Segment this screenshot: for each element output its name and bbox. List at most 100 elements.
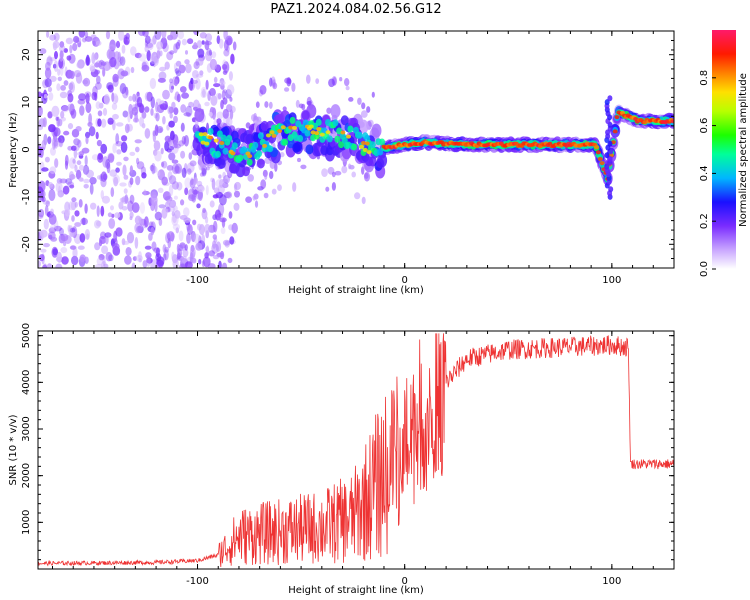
heatmap-noise-blob [75, 169, 82, 180]
heatmap-noise-blob [234, 190, 240, 198]
heatmap-noise-blob [59, 178, 68, 184]
heatmap-noise-blob [75, 72, 83, 84]
heatmap-noise-blob [106, 49, 113, 60]
heatmap-noise-blob [161, 161, 165, 168]
heatmap-noise-blob [339, 77, 343, 82]
heatmap-noise-blob [166, 231, 175, 242]
heatmap-noise-blob [221, 89, 226, 100]
heatmap-noise-blob [44, 78, 52, 88]
heatmap-noise-blob [84, 155, 88, 167]
heatmap-noise-blob [53, 225, 62, 232]
heatmap-noise-blob [205, 79, 209, 90]
heatmap-noise-blob [263, 192, 269, 199]
heatmap-noise-blob [108, 44, 116, 51]
heatmap-streak-blob [604, 163, 610, 170]
heatmap-noise-blob [40, 248, 47, 253]
heatmap-noise-blob [50, 208, 54, 215]
heatmap-noise-blob [53, 60, 59, 72]
heatmap-noise-blob [80, 217, 88, 225]
heatmap-noise-blob [84, 31, 89, 38]
heatmap-noise-blob [125, 247, 132, 256]
heatmap-noise-blob [79, 164, 84, 171]
heatmap-noise-blob [158, 204, 166, 209]
heatmap-noise-blob [109, 39, 116, 52]
heatmap-noise-blob [221, 262, 228, 268]
heatmap-noise-blob [217, 93, 222, 100]
y-tick-label: 4000 [21, 370, 32, 395]
heatmap-noise-blob [107, 212, 113, 218]
heatmap-noise-blob [144, 106, 150, 113]
heatmap-noise-blob [91, 91, 97, 101]
spectrogram-xlabel: Height of straight line (km) [288, 285, 424, 296]
heatmap-noise-blob [95, 263, 103, 268]
heatmap-noise-blob [181, 135, 187, 145]
heatmap-noise-blob [222, 239, 231, 246]
heatmap-noise-blob [56, 83, 61, 91]
heatmap-noise-blob [159, 127, 163, 133]
heatmap-noise-blob [99, 239, 103, 247]
heatmap-noise-blob [331, 171, 336, 178]
heatmap-ridge-blob [208, 135, 214, 140]
heatmap-noise-blob [90, 34, 97, 40]
heatmap-noise-blob [119, 182, 127, 187]
heatmap-noise-blob [213, 83, 221, 88]
heatmap-noise-blob [245, 196, 253, 203]
heatmap-noise-blob [150, 194, 158, 207]
heatmap-noise-blob [120, 70, 129, 77]
heatmap-ridge-blob [277, 129, 283, 133]
heatmap-noise-blob [186, 162, 195, 173]
heatmap-noise-blob [123, 188, 128, 194]
heatmap-noise-blob [41, 139, 47, 150]
heatmap-noise-blob [175, 60, 182, 67]
heatmap-noise-blob [295, 99, 300, 108]
heatmap-noise-blob [178, 230, 184, 242]
heatmap-ridge-blob [332, 119, 339, 127]
heatmap-noise-blob [162, 115, 166, 125]
heatmap-noise-blob [226, 37, 232, 46]
heatmap-noise-blob [93, 53, 98, 61]
heatmap-ridge-blob [269, 130, 275, 135]
heatmap-noise-blob [63, 48, 68, 53]
heatmap-noise-blob [74, 143, 80, 152]
heatmap-ridge-blob [330, 104, 341, 119]
heatmap-noise-blob [142, 260, 148, 268]
heatmap-noise-blob [119, 197, 127, 203]
heatmap-noise-blob [67, 93, 74, 103]
heatmap-noise-blob [204, 223, 211, 234]
heatmap-noise-blob [90, 202, 97, 210]
heatmap-noise-blob [223, 31, 228, 41]
heatmap-ridge-blob [228, 163, 237, 174]
heatmap-noise-blob [205, 246, 209, 253]
heatmap-noise-blob [196, 180, 203, 187]
heatmap-noise-blob [345, 85, 350, 91]
y-tick-label: 5000 [21, 323, 32, 348]
heatmap-noise-blob [61, 105, 69, 112]
heatmap-noise-blob [121, 238, 126, 246]
heatmap-noise-blob [72, 247, 78, 259]
heatmap-noise-blob [67, 123, 74, 130]
heatmap-ridge-blob [334, 135, 341, 143]
heatmap-ridge-blob [246, 158, 253, 166]
heatmap-noise-blob [105, 251, 113, 262]
heatmap-ridge-blob [247, 154, 253, 159]
heatmap-noise-blob [178, 64, 186, 74]
heatmap-noise-blob [47, 136, 52, 145]
heatmap-noise-blob [156, 50, 161, 59]
spectrogram-ylabel: Frequency (Hz) [8, 112, 19, 188]
heatmap-noise-blob [71, 215, 75, 222]
heatmap-noise-blob [169, 81, 174, 94]
heatmap-ridge-blob [319, 132, 325, 137]
heatmap-noise-blob [321, 168, 328, 178]
snr-xlabel: Height of straight line (km) [288, 585, 424, 596]
heatmap-noise-blob [187, 168, 192, 175]
heatmap-noise-blob [229, 105, 236, 114]
heatmap-noise-blob [176, 93, 181, 103]
heatmap-ridge-blob [260, 120, 269, 131]
heatmap-noise-blob [325, 186, 330, 192]
heatmap-noise-blob [129, 165, 133, 174]
heatmap-noise-blob [219, 250, 225, 260]
heatmap-noise-blob [51, 105, 60, 117]
heatmap-noise-blob [191, 79, 198, 84]
heatmap-noise-blob [82, 77, 91, 87]
heatmap-noise-blob [189, 246, 196, 258]
